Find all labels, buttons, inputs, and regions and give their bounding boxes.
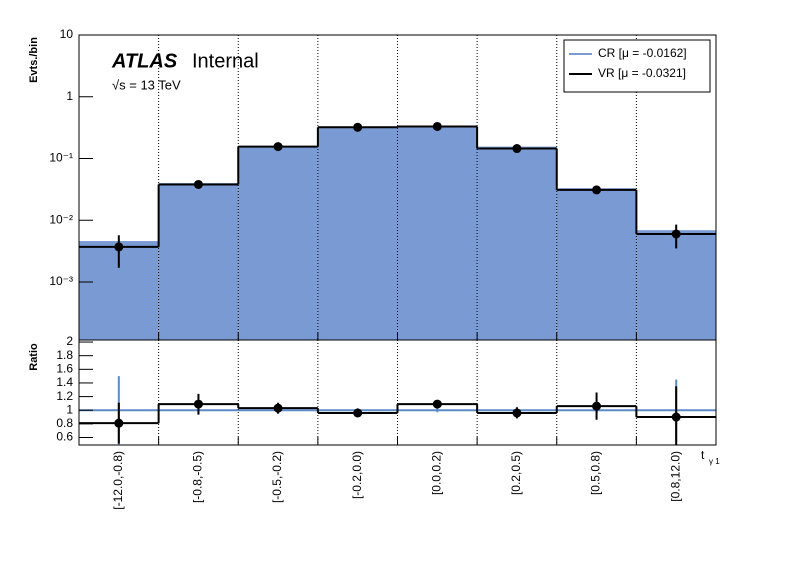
energy-label: √s = 13 TeV [112,77,181,92]
histogram-bar [556,188,637,340]
y-tick-label: 10⁻³ [49,274,73,288]
data-point [273,142,283,152]
y-tick-label: 1.2 [56,389,73,403]
legend-box [563,39,711,93]
x-tick-label: [-0.8,-0.5) [191,451,205,503]
data-point [193,179,203,189]
data-point [512,144,522,154]
y-tick-label: 10 [60,27,74,41]
y-tick-label: 1.4 [56,375,73,389]
data-point [671,229,681,239]
y-tick-label: 10⁻¹ [49,151,73,165]
data-point [273,403,283,413]
experiment-label: ATLAS [111,50,178,72]
data-point [193,399,203,409]
x-tick-label: [-0.5,-0.2) [270,451,284,503]
histogram-bar [397,125,478,341]
histogram-bar [158,183,239,340]
histogram-bar [238,145,318,340]
histogram-bar [636,230,716,340]
data-point [592,185,602,195]
data-point [114,242,124,252]
y-tick-label: 1.8 [56,348,73,362]
legend-label: CR [μ = -0.0162] [598,46,687,60]
y-tick-label: 1 [66,402,73,416]
y-tick-label: 1.6 [56,361,73,375]
x-tick-label: [0.5,0.8) [589,451,603,495]
x-axis-label-subscript: γ 1 [709,457,720,466]
status-label: Internal [192,50,259,72]
data-point [353,408,363,418]
x-tick-label: [0.0,0.2) [429,451,443,495]
x-tick-label: [0.8,12.0) [668,451,682,502]
y-tick-label: 0.6 [56,430,73,444]
data-point [114,418,124,428]
data-point [432,399,442,409]
y-tick-label: 0.8 [56,416,73,430]
data-point [353,122,363,132]
y-axis-label: Ratio [28,343,40,371]
data-point [592,401,602,411]
x-tick-label: [-12.0,-0.8) [111,451,125,510]
data-point [432,121,442,131]
x-axis-label: t [701,448,705,462]
y-tick-label: 2 [66,334,73,348]
data-point [671,412,681,422]
data-point [512,408,522,418]
legend-label: VR [μ = -0.0321] [598,66,686,80]
histogram-bar [317,126,398,340]
histogram-bar [477,146,557,340]
y-tick-label: 10⁻² [49,212,73,226]
x-tick-label: [0.2,0.5) [509,451,523,495]
y-axis-label: Evts./bin [28,37,40,83]
x-tick-label: [-0.2,0.0) [350,451,364,499]
plot-frame [78,339,717,446]
y-tick-label: 1 [66,89,73,103]
